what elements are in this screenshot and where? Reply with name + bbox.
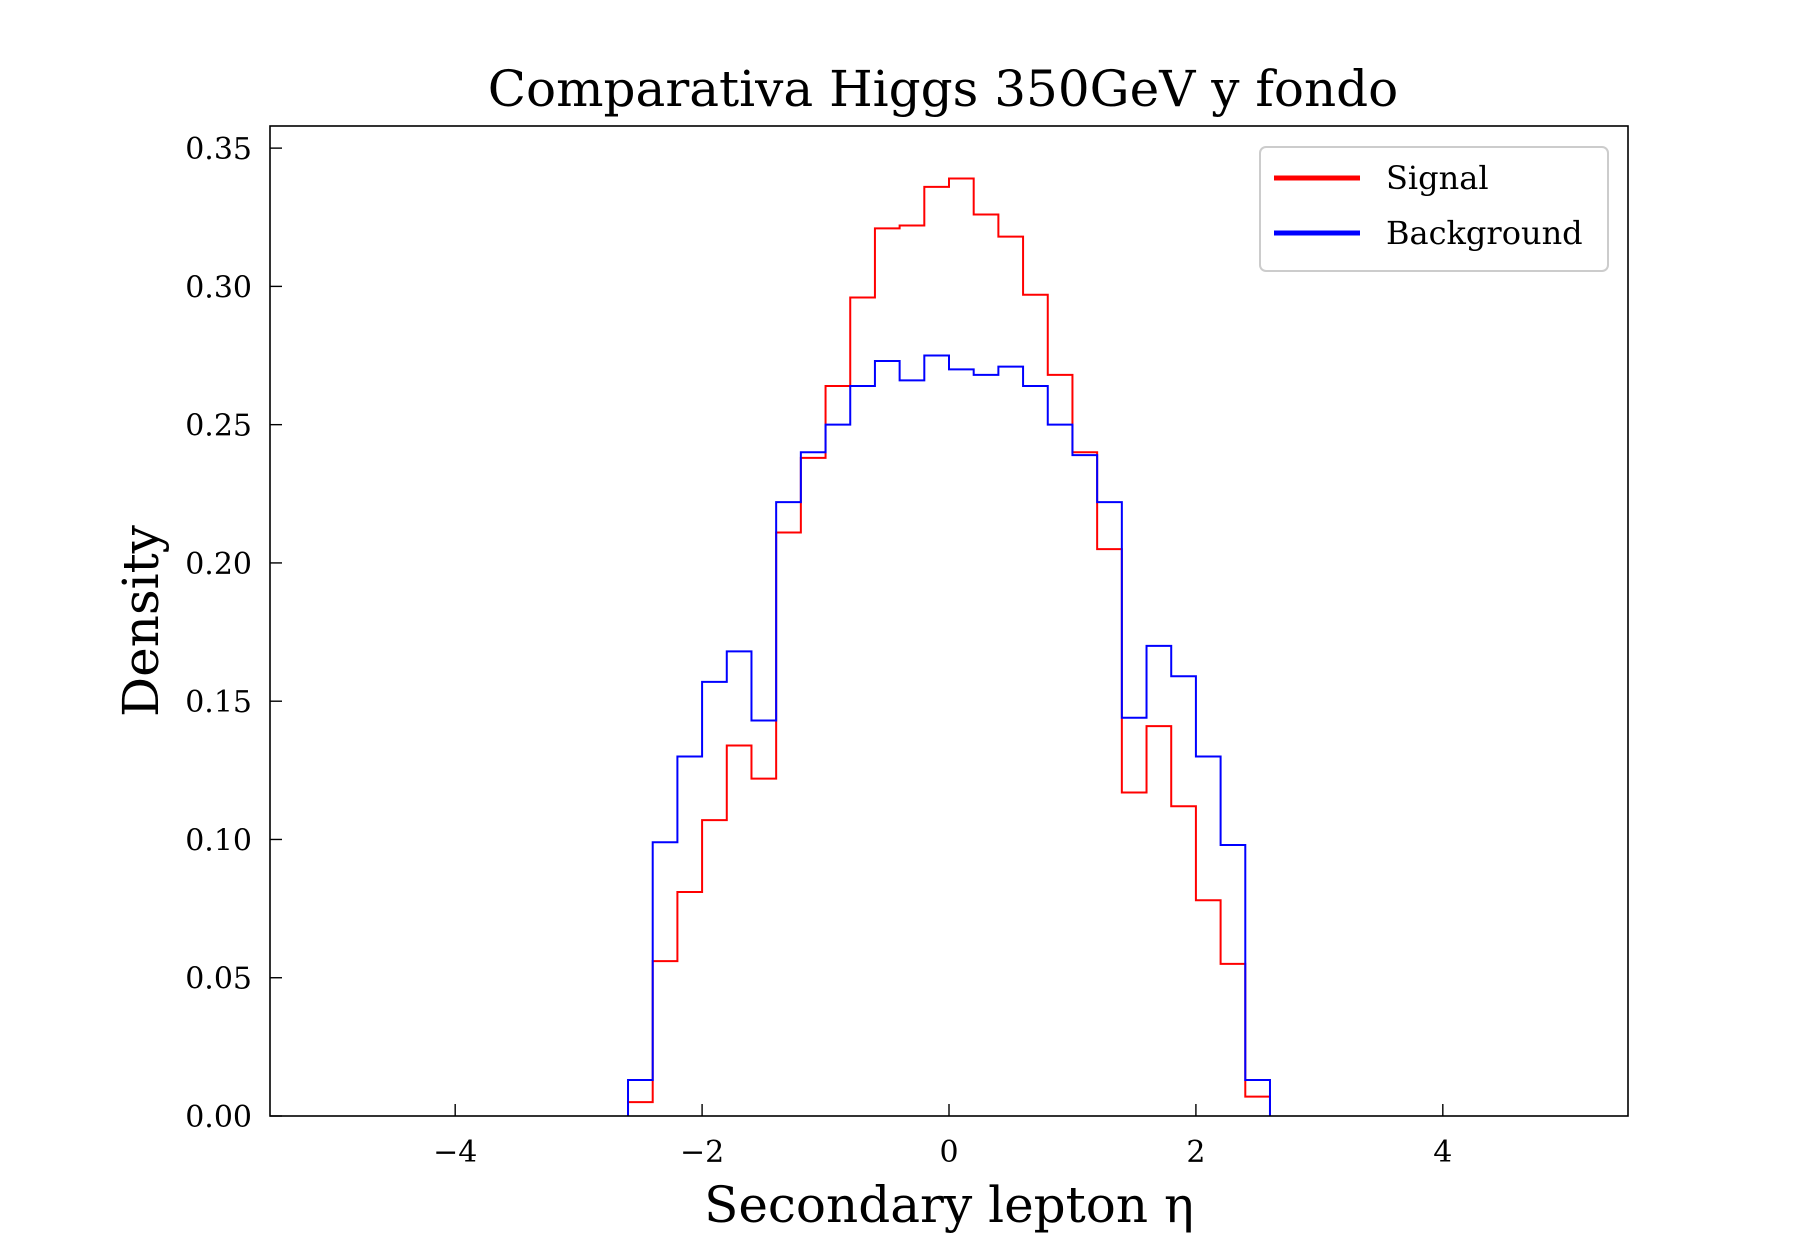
x-tick-label: −2: [680, 1135, 724, 1170]
chart-title: Comparativa Higgs 350GeV y fondo: [488, 60, 1399, 118]
y-axis-label: Density: [112, 524, 170, 717]
x-tick-label: −4: [433, 1135, 477, 1170]
legend-background-label: Background: [1386, 214, 1583, 252]
x-tick-label: 4: [1433, 1135, 1452, 1170]
y-tick-label: 0.20: [185, 547, 252, 582]
y-tick-label: 0.10: [185, 823, 252, 858]
x-axis: −4 −2 0 2 4: [433, 1104, 1452, 1170]
legend: Signal Background: [1259, 146, 1609, 272]
y-tick-label: 0.05: [185, 962, 252, 997]
series-background-step-line: [627, 354, 1271, 1116]
y-tick-label: 0.30: [185, 270, 252, 305]
series-signal-step-line: [627, 177, 1271, 1116]
plot-area: [627, 177, 1271, 1116]
legend-signal-label: Signal: [1386, 159, 1489, 197]
x-tick-label: 0: [939, 1135, 958, 1170]
y-tick-label: 0.15: [185, 685, 252, 720]
plot-frame: [269, 125, 1629, 1117]
y-tick-label: 0.25: [185, 409, 252, 444]
y-tick-label: 0.00: [185, 1100, 252, 1135]
x-tick-label: 2: [1186, 1135, 1205, 1170]
y-axis: 0.00 0.05 0.10 0.15 0.20 0.25 0.30 0.35: [185, 132, 282, 1135]
x-axis-label: Secondary lepton η: [704, 1176, 1194, 1234]
y-tick-label: 0.35: [185, 132, 252, 167]
